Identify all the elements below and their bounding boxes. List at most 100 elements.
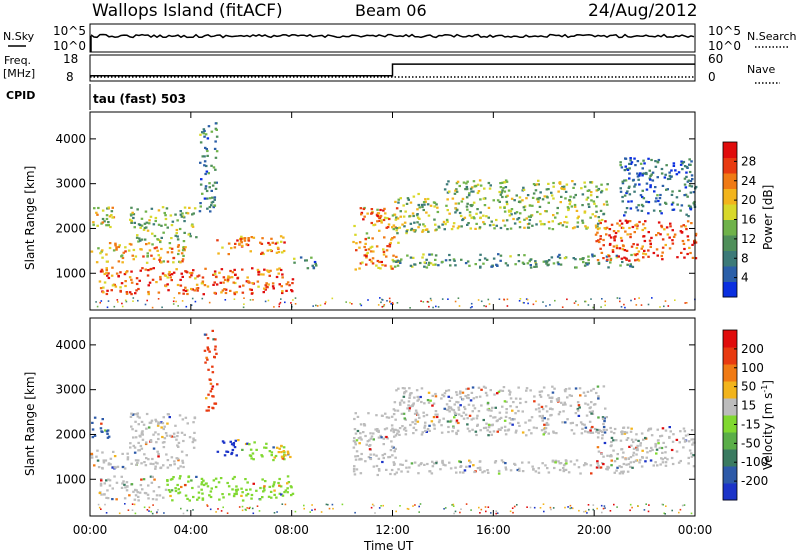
echo-cell [624,219,628,222]
echo-cell [630,444,633,447]
echo-cell [132,258,135,261]
echo-cell [213,348,217,351]
echo-cell [531,224,534,227]
echo-cell [371,237,374,240]
echo-cell [455,400,458,404]
echo-cell [178,491,182,494]
echo-cell [353,417,356,421]
echo-cell [206,358,209,361]
echo-cell [221,289,225,292]
echo-cell [267,270,271,274]
echo-cell [650,236,653,239]
echo-cell [411,404,414,408]
colorbar-tick-label: 24 [741,174,756,188]
echo-cell [120,475,123,478]
echo-cell [160,247,163,251]
echo-cell [159,278,162,281]
echo-cell [407,508,410,510]
echo-cell [620,430,623,434]
echo-cell [482,221,485,224]
echo-cell [637,439,640,442]
echo-cell [156,249,159,252]
echo-cell [186,509,189,512]
echo-cell [521,461,524,464]
echo-cell [518,469,521,472]
echo-cell [157,509,159,511]
echo-cell [632,178,635,181]
echo-cell [680,251,683,254]
echo-cell [121,256,125,260]
echo-cell [656,464,659,467]
echo-cell [492,430,496,433]
echo-cell [551,228,555,231]
echo-cell [445,183,449,186]
echo-cell [529,215,532,218]
echo-cell [111,266,114,269]
echo-cell [170,247,174,250]
echo-cell [113,466,116,469]
echo-cell [687,239,690,242]
echo-cell [160,421,163,424]
echo-cell [471,410,474,413]
echo-cell [518,196,522,199]
echo-cell [120,486,124,489]
echo-cell [134,494,138,497]
echo-cell [634,298,636,300]
echo-cell [106,289,109,292]
echo-cell [469,461,472,464]
echo-cell [660,167,664,171]
echo-cell [130,278,133,281]
echo-cell [390,445,394,448]
echo-cell [434,263,437,266]
echo-cell [694,232,698,235]
echo-cell [583,181,586,184]
echo-cell [533,265,536,268]
echo-cell [377,212,381,215]
echo-cell [625,431,629,434]
echo-cell [685,171,688,174]
echo-cell [501,405,504,408]
echo-cell [496,392,499,395]
echo-cell [545,210,548,213]
echo-cell [616,457,619,460]
colorbar-segment [723,432,737,450]
echo-cell [176,431,180,434]
echo-cell [207,172,210,175]
echo-cell [375,414,378,417]
echo-cell [186,289,189,292]
echo-cell [636,447,639,450]
echo-cell [229,440,232,443]
echo-cell [233,446,237,449]
echo-cell [389,472,392,476]
echo-cell [412,214,415,218]
echo-cell [534,408,538,411]
echo-cell [205,409,208,412]
echo-cell [573,203,577,207]
echo-cell [682,224,685,227]
echo-cell [264,300,267,303]
echo-cell [666,233,670,236]
xtick-label: 04:00 [174,523,209,537]
echo-cell [516,218,519,221]
echo-cell [636,243,639,246]
echo-cell [496,264,499,267]
echo-cell [537,179,540,182]
echo-cell [374,428,377,431]
echo-cell [675,450,679,453]
echo-cell [235,485,238,488]
echo-cell [566,206,570,209]
echo-cell [448,212,451,215]
echo-cell [127,509,130,511]
echo-cell [157,452,160,456]
echo-cell [222,506,224,509]
echo-cell [387,456,390,459]
echo-cell [373,223,377,226]
echo-cell [281,273,284,276]
echo-cell [374,512,376,514]
echo-cell [261,237,264,240]
echo-cell [367,299,369,301]
echo-cell [173,460,176,463]
echo-cell [629,233,632,236]
echo-cell [154,431,157,434]
echo-cell [603,417,606,420]
